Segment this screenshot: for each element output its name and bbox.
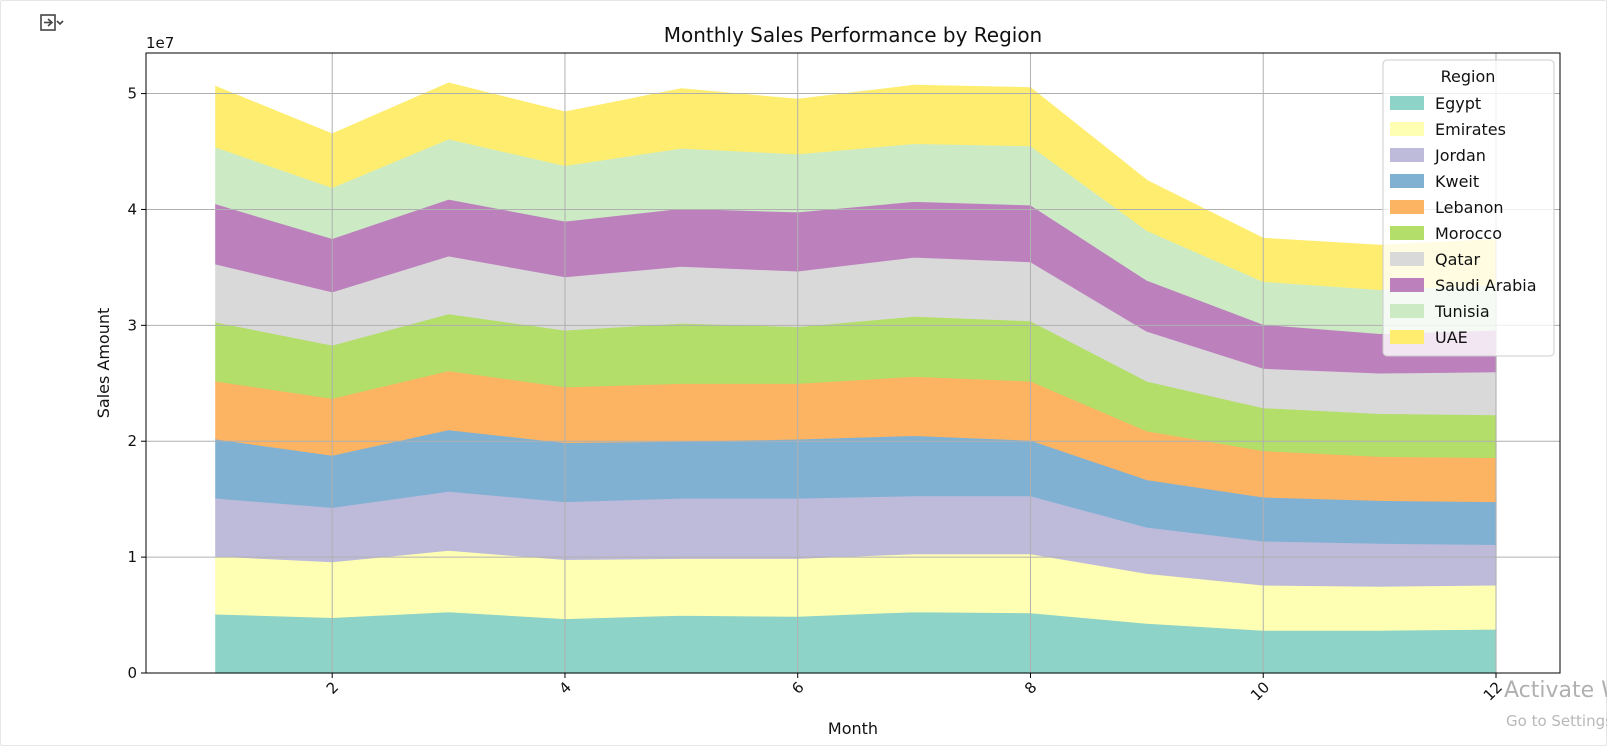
x-tick-label: 2 [323,678,342,697]
legend-label: Jordan [1434,146,1486,165]
legend: Region Egypt Emirates Jordan Kweit Lebanon Mo… [1382,59,1555,357]
legend-label: Qatar [1435,250,1480,269]
activation-watermark-sub: Go to Settings [1506,712,1607,730]
legend-swatch [1390,174,1424,188]
x-tick-label: 8 [1021,678,1040,697]
legend-swatch [1390,122,1424,136]
y-tick-label: 5 [127,85,137,103]
legend-swatch [1390,278,1424,292]
legend-swatch [1390,252,1424,266]
legend-swatch [1390,200,1424,214]
y-tick-label: 4 [127,200,137,218]
legend-label: Tunisia [1434,302,1490,321]
legend-swatch [1390,304,1424,318]
legend-label: Saudi Arabia [1435,276,1537,295]
y-tick-label: 3 [127,316,137,334]
y-tick-label: 2 [127,432,137,450]
legend-swatch [1390,148,1424,162]
y-scale-label: 1e7 [146,34,174,52]
y-tick-label: 1 [127,548,137,566]
x-tick-label: 4 [555,678,574,697]
collapse-output-icon[interactable] [38,12,66,36]
legend-box [1382,59,1555,357]
x-axis-label: Month [828,719,878,738]
legend-label: UAE [1435,328,1468,347]
plot-frame [145,52,1561,674]
x-tick-label: 12 [1480,678,1506,704]
legend-swatch [1390,330,1424,344]
x-tick-label: 10 [1247,678,1273,704]
legend-label: Egypt [1435,94,1481,113]
x-tick-label: 6 [788,678,807,697]
activation-watermark: Activate W [1504,678,1607,703]
y-axis-label: Sales Amount [94,308,113,419]
legend-label: Kweit [1435,172,1479,191]
y-tick-label: 0 [127,664,137,682]
chart-title: Monthly Sales Performance by Region [664,23,1042,47]
legend-swatch [1390,226,1424,240]
legend-label: Lebanon [1435,198,1504,217]
legend-swatch [1390,96,1424,110]
legend-title: Region [1441,67,1496,86]
legend-label: Morocco [1435,224,1502,243]
legend-label: Emirates [1435,120,1506,139]
